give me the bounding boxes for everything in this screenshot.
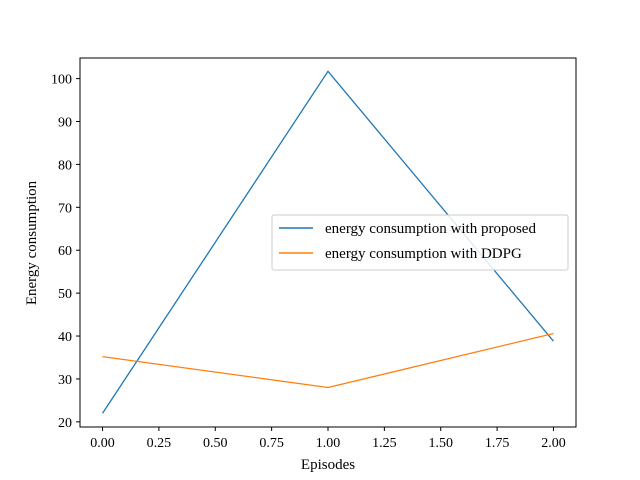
x-axis: 0.00 0.25 0.50 0.75 1.00 1.25 1.50 1.75 2.00 <box>90 427 566 451</box>
x-tick-label: 0.00 <box>90 436 115 451</box>
y-tick-label: 50 <box>58 287 72 302</box>
y-tick-label: 30 <box>58 373 72 388</box>
y-tick-label: 20 <box>58 416 72 431</box>
x-axis-label: Episodes <box>301 457 355 473</box>
x-tick-label: 2.00 <box>541 436 566 451</box>
legend-box <box>271 214 569 271</box>
x-tick-label: 0.25 <box>147 436 172 451</box>
x-tick-label: 0.50 <box>203 436 228 451</box>
x-tick-label: 1.00 <box>316 436 341 451</box>
x-tick-label: 1.25 <box>372 436 397 451</box>
legend-label-proposed: energy consumption with proposed <box>325 221 536 237</box>
x-tick-label: 1.75 <box>485 436 510 451</box>
y-tick-label: 90 <box>58 116 72 131</box>
series-line-1 <box>102 332 554 389</box>
x-tick-label: 1.50 <box>428 436 453 451</box>
y-tick-label: 60 <box>58 244 72 259</box>
y-tick-label: 100 <box>51 73 72 88</box>
y-axis: 20 30 40 50 60 70 80 90 100 <box>51 73 80 431</box>
x-tick-label: 0.75 <box>259 436 284 451</box>
legend-label-ddpg: energy consumption with DDPG <box>325 246 522 262</box>
y-tick-label: 70 <box>58 201 72 216</box>
legend: energy consumption with proposed energy … <box>271 214 569 271</box>
y-tick-label: 40 <box>58 330 72 345</box>
y-tick-label: 80 <box>58 158 72 173</box>
y-axis-label: Energy consumption <box>24 180 40 305</box>
